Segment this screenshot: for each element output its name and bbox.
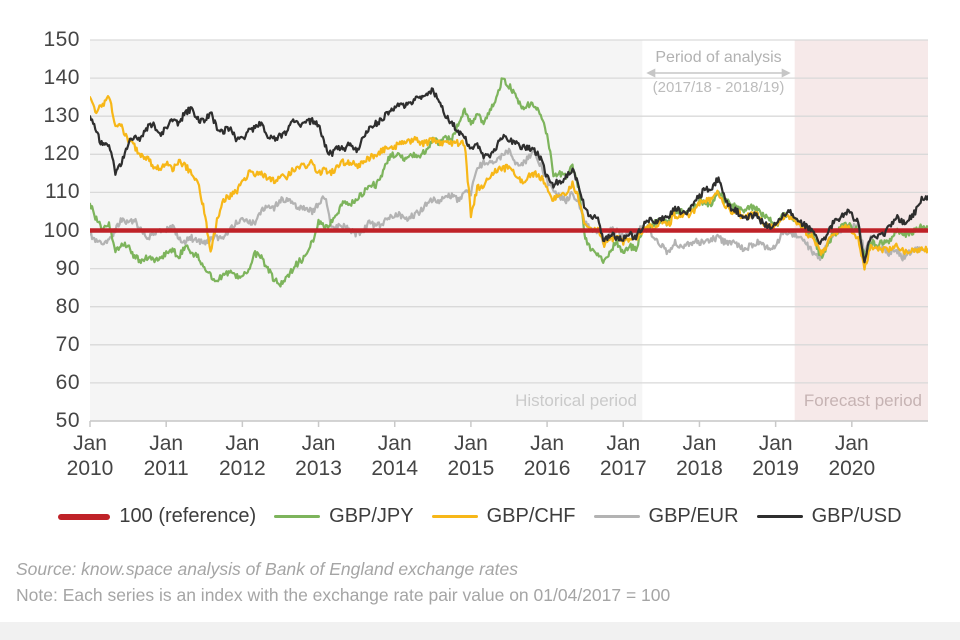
legend-item-gbp-jpy: GBP/JPY [274,505,414,528]
y-axis-tick-label: 120 [43,142,80,166]
legend-item-gbp-usd: GBP/USD [756,505,902,528]
legend-label: GBP/JPY [329,505,414,527]
bottom-strip [0,622,960,640]
gbp-jpy-line-swatch [274,515,321,518]
y-axis-tick-label: 110 [45,180,80,204]
series-group [90,77,928,288]
y-axis-tick-label: 140 [43,66,80,90]
x-axis-tick-label-2010: Jan 2010 [66,432,114,480]
y-axis-tick-label: 60 [55,370,80,394]
x-axis-tick-label-2020: Jan 2020 [828,432,876,480]
gbp-chf-line-swatch [431,515,478,518]
period-of-analysis-annotation-range: (2017/18 - 2018/19) [652,79,785,96]
x-axis-tick-label-2014: Jan 2014 [371,432,419,480]
period-of-analysis-annotation-title: Period of analysis [655,49,782,66]
legend-label: 100 (reference) [119,505,257,527]
gbp-usd-line [90,87,928,264]
x-axis-tick-label-2015: Jan 2015 [447,432,495,480]
gbp-usd-line-swatch [756,515,803,518]
historical-period-label: Historical period [515,391,637,410]
chart-legend: 100 (reference) GBP/JPY GBP/CHF GBP/EUR … [0,505,960,528]
y-axis-tick-label: 130 [43,104,80,128]
y-axis-tick-label: 150 [43,28,80,51]
x-axis-tick-label-2019: Jan 2019 [752,432,799,480]
forecast-period-label: Forecast period [803,391,922,410]
legend-item-gbp-eur: GBP/EUR [593,505,739,528]
y-axis-tick-label: 100 [43,218,80,242]
legend-label: GBP/USD [811,505,902,527]
gbp-eur-line-swatch [593,515,640,518]
index-note: Note: Each series is an index with the e… [16,585,671,605]
legend-item-gbp-chf: GBP/CHF [431,505,576,528]
gbp-chf-line [90,94,928,271]
x-axis-tick-label-2018: Jan 2018 [676,432,723,480]
source-note: Source: know.space analysis of Bank of E… [16,559,518,579]
x-axis-tick-label-2017: Jan 2017 [599,432,647,480]
legend-label: GBP/EUR [648,505,739,527]
legend-item-reference: 100 (reference) [58,505,256,528]
reference-line-swatch [58,513,111,520]
analysis-arrow-right-head [781,68,791,78]
y-axis-tick-label: 50 [55,409,80,432]
x-axis-tick-label-2016: Jan 2016 [523,432,571,480]
x-axis-tick-label-2012: Jan 2012 [219,432,266,480]
x-axis-tick-label-2011: Jan 2011 [143,432,189,480]
y-axis-tick-label: 90 [55,256,80,280]
legend-label: GBP/CHF [486,505,576,527]
line-chart-canvas [89,39,928,427]
x-axis-tick-label-2013: Jan 2013 [295,432,342,480]
y-axis-tick-label: 80 [55,294,80,318]
analysis-arrow-left-head [646,68,656,78]
y-axis-tick-label: 70 [55,332,80,356]
